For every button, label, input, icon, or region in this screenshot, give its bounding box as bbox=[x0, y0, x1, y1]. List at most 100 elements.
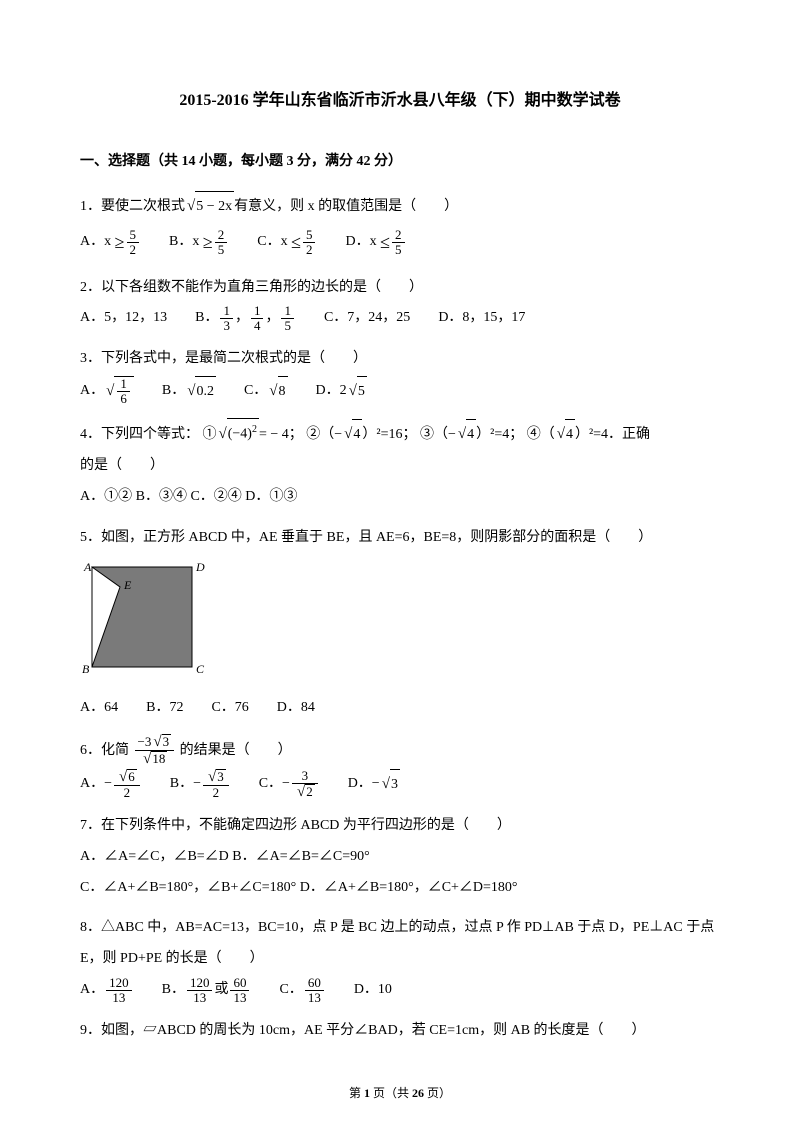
numerator: 1 bbox=[251, 304, 264, 319]
fraction: 14 bbox=[251, 304, 264, 334]
sqrt-icon: 4 bbox=[342, 418, 362, 451]
fraction: 16 bbox=[117, 377, 130, 407]
sqrt-icon: 18 bbox=[141, 751, 167, 768]
label-b: B bbox=[82, 662, 90, 674]
numerator: 5 bbox=[127, 228, 140, 243]
opt-label: B． bbox=[162, 376, 185, 407]
radicand: 2 bbox=[305, 784, 315, 799]
numerator: 3 bbox=[203, 769, 229, 787]
question-7: 7．在下列条件中，不能确定四边形 ABCD 为平行四边形的是（ ） A．∠A=∠… bbox=[80, 811, 720, 903]
opt-label: D．− bbox=[348, 769, 380, 800]
denominator: 3 bbox=[220, 319, 233, 333]
opt-label: C． bbox=[279, 975, 302, 1006]
q3-stem: 3．下列各式中，是最简二次根式的是（ ） bbox=[80, 344, 720, 375]
q3-opt-c: C．8 bbox=[244, 375, 288, 408]
q1-stem-post: 有意义，则 x 的取值范围是（ ） bbox=[234, 199, 458, 214]
or-text: 或 bbox=[214, 975, 228, 1006]
eq4-post: ）²=4．正确 bbox=[575, 427, 650, 442]
q1-radicand: 5 − 2x bbox=[195, 191, 234, 223]
opt-label: A． bbox=[80, 975, 104, 1006]
sep: ， bbox=[265, 303, 279, 334]
sep: ； bbox=[289, 427, 303, 442]
q4-options: A．①② B．③④ C．②④ D．①③ bbox=[80, 482, 720, 513]
q1-options: A．x ≥52 B．x ≥25 C．x ≤52 D．x ≤25 bbox=[80, 223, 720, 263]
radicand: 3 bbox=[390, 769, 400, 801]
eq1-post: = − 4 bbox=[259, 427, 289, 442]
sqrt-icon: 6 bbox=[117, 769, 137, 786]
numerator: −33 bbox=[135, 734, 175, 752]
numerator: 60 bbox=[230, 976, 249, 991]
q5-figure: A D B C E bbox=[80, 559, 720, 687]
radicand: 4 bbox=[352, 419, 362, 451]
denominator: 2 bbox=[292, 784, 318, 801]
q7-stem: 7．在下列条件中，不能确定四边形 ABCD 为平行四边形的是（ ） bbox=[80, 811, 720, 842]
le-icon: ≤ bbox=[380, 223, 390, 263]
q4-line1: 4．下列四个等式： ①(−4)2= − 4； ②（−4）²=16； ③（−4）²… bbox=[80, 418, 720, 451]
q7-line2: C．∠A+∠B=180°，∠B+∠C=180° D．∠A+∠B=180°，∠C+… bbox=[80, 873, 720, 904]
label-a: A bbox=[83, 560, 92, 574]
numerator: 120 bbox=[106, 976, 132, 991]
denominator: 2 bbox=[303, 243, 316, 257]
ge-icon: ≥ bbox=[115, 223, 125, 263]
denominator: 13 bbox=[230, 991, 249, 1005]
numerator: 6 bbox=[114, 769, 140, 787]
opt-label: A．− bbox=[80, 769, 112, 800]
q6-opt-c: C．−32 bbox=[259, 769, 320, 801]
opt-label: C．x bbox=[257, 227, 287, 258]
q2-opt-d: D．8，15，17 bbox=[438, 303, 525, 334]
opt-label: B．x bbox=[169, 227, 199, 258]
question-5: 5．如图，正方形 ABCD 中，AE 垂直于 BE，且 AE=6，BE=8，则阴… bbox=[80, 523, 720, 724]
opt-label: A．x bbox=[80, 227, 111, 258]
q7-line1: A．∠A=∠C，∠B=∠D B．∠A=∠B=∠C=90° bbox=[80, 842, 720, 873]
denominator: 2 bbox=[127, 243, 140, 257]
rad-text: (−4) bbox=[228, 427, 252, 442]
denominator: 13 bbox=[187, 991, 213, 1005]
radicand: 4 bbox=[466, 419, 476, 451]
question-2: 2．以下各组数不能作为直角三角形的边长的是（ ） A．5，12，13 B． 1 3… bbox=[80, 273, 720, 335]
q1-opt-c: C．x ≤52 bbox=[257, 223, 317, 263]
q1-opt-d: D．x ≤25 bbox=[345, 223, 406, 263]
fraction: −33 18 bbox=[135, 734, 175, 768]
q6-opt-b: B．−32 bbox=[170, 769, 231, 801]
q2-opt-a: A．5，12，13 bbox=[80, 303, 167, 334]
q6-opt-d: D．− 3 bbox=[348, 768, 400, 801]
fraction: 6013 bbox=[230, 976, 249, 1006]
q5-options: A．64 B．72 C．76 D．84 bbox=[80, 693, 720, 724]
circ1: ① bbox=[203, 427, 217, 442]
footer-mid: 页（共 bbox=[370, 1086, 412, 1100]
fraction: 32 bbox=[292, 769, 318, 801]
q3-opt-b: B．0.2 bbox=[162, 375, 216, 408]
q6-opt-a: A．−62 bbox=[80, 769, 142, 801]
fraction: 25 bbox=[392, 228, 405, 258]
q8-stem: 8．△ABC 中，AB=AC=13，BC=10，点 P 是 BC 边上的动点，过… bbox=[80, 913, 720, 944]
sqrt-icon: 5 − 2x bbox=[185, 190, 234, 223]
question-9: 9．如图，▱ABCD 的周长为 10cm，AE 平分∠BAD，若 CE=1cm，… bbox=[80, 1016, 720, 1047]
q2-opt-c: C．7，24，25 bbox=[324, 303, 410, 334]
denominator: 13 bbox=[106, 991, 132, 1005]
q1-stem-pre: 1．要使二次根式 bbox=[80, 199, 185, 214]
q4-line2: 的是（ ） bbox=[80, 451, 720, 482]
radicand: 6 bbox=[127, 769, 137, 784]
sqrt-icon: 0.2 bbox=[185, 375, 216, 408]
q3-options: A． 16 B．0.2 C．8 D．25 bbox=[80, 375, 720, 408]
numerator: 120 bbox=[187, 976, 213, 991]
denominator: 6 bbox=[117, 392, 130, 406]
opt-label: B． bbox=[195, 303, 218, 334]
q2-stem: 2．以下各组数不能作为直角三角形的边长的是（ ） bbox=[80, 273, 720, 304]
ge-icon: ≥ bbox=[203, 223, 213, 263]
q8-opt-a: A．12013 bbox=[80, 975, 134, 1006]
numerator: 2 bbox=[215, 228, 228, 243]
opt-label: D．x bbox=[345, 227, 376, 258]
opt-label: A． bbox=[80, 376, 104, 407]
q3-opt-d: D．25 bbox=[316, 375, 367, 408]
q6-stem-post: 的结果是（ ） bbox=[180, 743, 292, 758]
sep: ， bbox=[235, 303, 249, 334]
numerator: 1 bbox=[281, 304, 294, 319]
q8-options: A．12013 B．12013或6013 C．6013 D．10 bbox=[80, 975, 720, 1006]
denominator: 5 bbox=[392, 243, 405, 257]
numerator: 60 bbox=[305, 976, 324, 991]
fraction: 12013 bbox=[106, 976, 132, 1006]
sqrt-icon: 2 bbox=[295, 784, 315, 801]
q8-opt-d: D．10 bbox=[354, 975, 392, 1006]
opt-label: C． bbox=[244, 376, 267, 407]
